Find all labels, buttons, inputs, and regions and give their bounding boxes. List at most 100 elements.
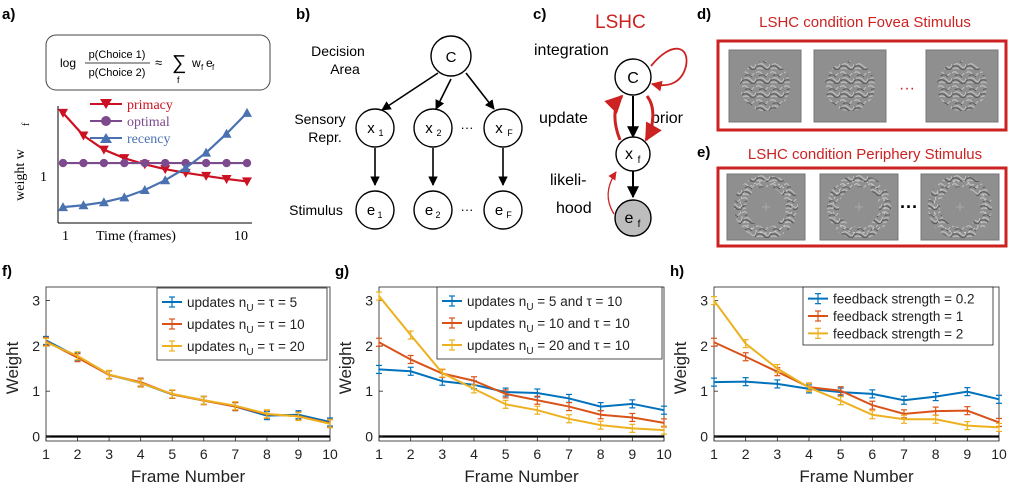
legend-item-3: feedback strength = 2 (808, 326, 963, 341)
panel-a-point-optimal (201, 158, 211, 168)
y-tick-label: 1 (365, 383, 373, 399)
formula-numerator: p(Choice 1) (89, 49, 146, 61)
node-e2 (413, 190, 453, 230)
panel-a-ylabel: weight w (13, 148, 28, 201)
legend-label: updates nU = 5 and τ = 10 (467, 294, 622, 313)
panel-a-point-primacy (78, 131, 89, 141)
formula-box (45, 34, 271, 91)
panel-e-dots: ··· (900, 197, 918, 217)
panel-a-point-primacy (98, 145, 109, 155)
y-tick-label: 1 (700, 383, 708, 399)
y-tick-label: 3 (365, 293, 373, 309)
error-bar (837, 396, 844, 406)
legend-item-2: updates nU = 10 and τ = 10 (442, 316, 630, 335)
error-bar (263, 409, 270, 419)
error-bar (661, 425, 667, 435)
error-bar (932, 392, 939, 402)
error-bar (376, 291, 382, 301)
error-bar (376, 364, 382, 375)
x-tick-label: 5 (837, 446, 845, 462)
error-bar (869, 410, 876, 420)
integration-label: integration (534, 42, 609, 59)
error-bar (295, 411, 302, 422)
x-tick-label: 5 (168, 446, 176, 462)
error-bar (837, 386, 844, 396)
node-ef-sub: F (506, 210, 512, 220)
panel-a-point-recency (98, 197, 109, 207)
panel-a-point-primacy (119, 154, 130, 164)
legend-label: feedback strength = 2 (833, 326, 963, 341)
panel-a-point-recency (78, 200, 89, 210)
x-axis-label: Frame Number (464, 467, 579, 486)
y-tick-label: 0 (700, 428, 708, 444)
panel-a-point-recency (139, 184, 150, 194)
formula-log: log (60, 56, 76, 70)
error-bar (534, 395, 541, 405)
formula-sum: ∑ (172, 52, 186, 74)
lshc-node-e-sub: f (638, 219, 641, 230)
panel-a-point-primacy (58, 108, 68, 118)
y-tick-label: 2 (700, 338, 708, 354)
node-x1-label: x (367, 120, 375, 137)
error-bar (964, 387, 971, 397)
node-c-label: C (446, 49, 457, 66)
error-bar (376, 337, 382, 347)
y-tick-label: 2 (365, 338, 373, 354)
x-tick-label: 6 (533, 446, 541, 462)
x-tick-label: 2 (74, 446, 82, 462)
error-bar (43, 337, 49, 347)
error-bar (774, 379, 781, 389)
error-bar (901, 395, 907, 405)
panel-d-title: LSHC condition Fovea Stimulus (759, 14, 971, 31)
node-x2-label: x (425, 120, 433, 137)
formula-approx: ≈ (155, 55, 162, 70)
legend-item-2: feedback strength = 1 (808, 309, 963, 324)
y-tick-label: 3 (32, 293, 40, 309)
error-bar (711, 337, 717, 347)
dots-bot: ··· (461, 202, 474, 217)
error-bar (327, 419, 333, 429)
panel-a-point-primacy (160, 165, 171, 175)
fovea-stimulus-2 (813, 49, 887, 123)
likeli-label: likeli- (550, 172, 586, 189)
error-bar (407, 354, 414, 365)
x-tick-label: 6 (868, 446, 876, 462)
y-tick-label: 2 (32, 338, 40, 354)
formula: log p(Choice 1) p(Choice 2) ≈ ∑ f w f e … (60, 49, 215, 85)
periphery-stimulus-2 (819, 173, 899, 241)
panel-a-plot (58, 107, 252, 212)
lshc-title: LSHC (595, 12, 646, 33)
x-tick-label: 5 (502, 446, 510, 462)
panel-a-point-recency (160, 175, 171, 185)
x-tick-label: 3 (773, 446, 781, 462)
error-bar (200, 395, 207, 405)
x-axis-label: Frame Number (799, 467, 914, 486)
series-line-3 (713, 299, 1000, 429)
panel-a-line-primacy (62, 112, 248, 183)
series-line-2 (713, 341, 1000, 424)
panel-a-point-optimal (242, 158, 252, 168)
y-axis-label: Weight (336, 341, 355, 394)
panel-a-ytick: 1 (40, 170, 47, 185)
panel-a-ylabel-sub: f (21, 122, 32, 126)
x-axis-label: Frame Number (131, 467, 246, 486)
error-bar (629, 399, 636, 409)
label-area: Area (330, 61, 360, 77)
legend-label: updates nU = τ = 5 (187, 295, 297, 314)
label-decision: Decision (311, 43, 365, 59)
x-tick-label: 9 (295, 446, 303, 462)
panel-d-letter: d) (697, 6, 711, 23)
node-x2 (413, 108, 453, 148)
prior-label: prior (651, 110, 684, 127)
legend-recency: recency (127, 132, 171, 147)
error-bar (964, 421, 971, 431)
x-tick-label: 10 (322, 446, 338, 462)
y-tick-label: 0 (32, 428, 40, 444)
node-x1-sub: 1 (378, 128, 383, 138)
node-e1-label: e (367, 202, 375, 219)
node-xf-sub: F (507, 128, 513, 138)
panel-a-point-optimal (222, 158, 231, 168)
lshc-node-c (614, 58, 652, 96)
x-tick-label: 10 (991, 446, 1007, 462)
